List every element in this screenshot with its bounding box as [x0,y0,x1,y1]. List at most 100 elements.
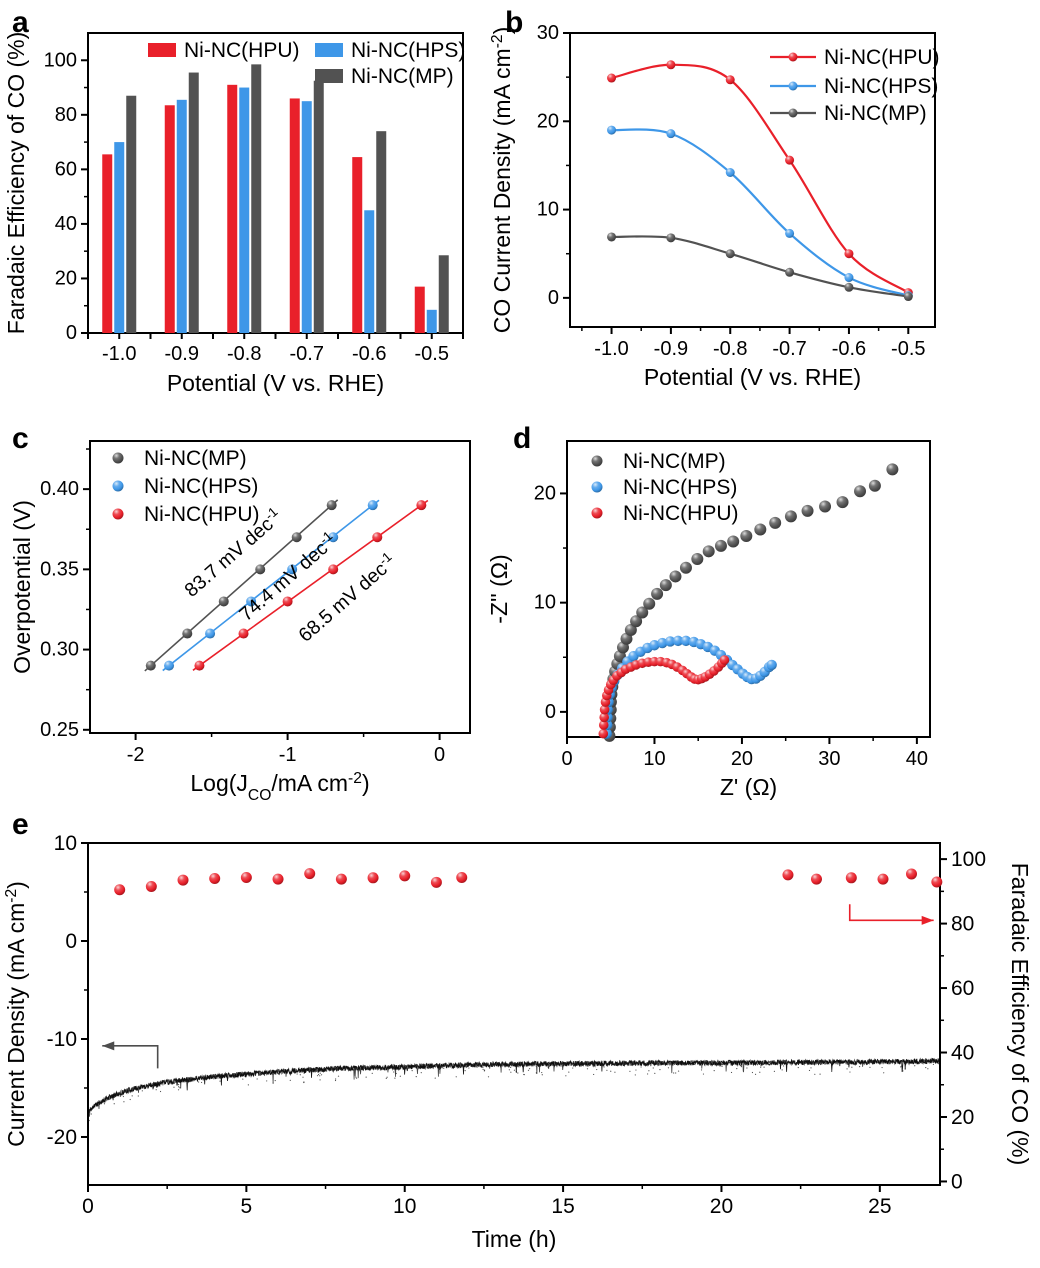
faradaic-efficiency-dots [114,868,943,896]
svg-text:0.40: 0.40 [40,478,79,500]
svg-text:Ni-NC(MP): Ni-NC(MP) [144,447,247,470]
svg-text:5: 5 [241,1195,253,1218]
svg-text:-10: -10 [47,1027,77,1050]
panel-c-axes: -2 -1 0 0.25 0.30 0.35 0.40 Log(JCO/mA cm-2) Ove… [9,440,471,804]
panel-b-letter: b [505,6,524,39]
nyquist-Ni-NC(HPU) [598,655,730,739]
svg-text:-0.6: -0.6 [832,338,866,360]
svg-text:Ni-NC(HPS): Ni-NC(HPS) [824,75,938,98]
panel-b-legend: Ni-NC(HPU) Ni-NC(HPS) Ni-NC(MP) [770,46,939,125]
svg-text:Time (h): Time (h) [472,1226,557,1252]
svg-text:20: 20 [537,110,559,132]
panel-a-letter: a [12,6,29,39]
panel-c: -2 -1 0 0.25 0.30 0.35 0.40 Log(JCO/mA cm-2) Ove… [9,440,471,804]
svg-text:80: 80 [951,912,974,935]
svg-text:15: 15 [551,1195,574,1218]
svg-text:Ni-NC(MP): Ni-NC(MP) [824,102,927,125]
curve-Ni-NC(HPU) [607,60,913,298]
panel-d-legend: Ni-NC(MP) Ni-NC(HPS) Ni-NC(HPU) [591,450,738,525]
svg-text:0: 0 [434,744,445,766]
svg-text:20: 20 [534,482,556,504]
svg-text:30: 30 [818,748,840,770]
svg-text:-1.0: -1.0 [594,338,628,360]
svg-text:60: 60 [951,977,974,1000]
panel-a-legend: Ni-NC(HPU) Ni-NC(HPS) Ni-NC(MP) [148,39,465,88]
svg-text:Log(JCO/mA cm-2): Log(JCO/mA cm-2) [190,770,369,804]
svg-text:Ni-NC(HPS): Ni-NC(HPS) [351,39,465,62]
svg-text:0.30: 0.30 [40,639,79,661]
svg-text:Ni-NC(HPS): Ni-NC(HPS) [623,476,737,499]
svg-text:Ni-NC(MP): Ni-NC(MP) [623,450,726,473]
svg-text:20: 20 [951,1105,974,1128]
svg-text:-0.8: -0.8 [713,338,747,360]
panel-b-series [607,60,913,302]
svg-text:-0.5: -0.5 [415,343,449,365]
svg-text:10: 10 [54,832,77,855]
svg-text:Ni-NC(HPU): Ni-NC(HPU) [824,46,939,69]
current-density-trace [89,1057,939,1122]
svg-text:10: 10 [643,748,665,770]
panel-a-axes: -1.0 -0.9 -0.8 -0.7 -0.6 -0.5 0 20 40 60 80 100 Pote… [3,32,464,396]
svg-text:-0.8: -0.8 [227,343,261,365]
svg-text:40: 40 [951,1041,974,1064]
svg-text:Ni-NC(HPU): Ni-NC(HPU) [623,502,738,525]
svg-text:0: 0 [545,701,556,723]
svg-text:0: 0 [66,322,77,344]
svg-text:-0.7: -0.7 [772,338,806,360]
svg-text:0: 0 [951,1170,963,1193]
svg-text:10: 10 [393,1195,416,1218]
svg-text:-0.6: -0.6 [352,343,386,365]
svg-text:Ni-NC(HPU): Ni-NC(HPU) [144,503,259,526]
svg-text:0: 0 [548,287,559,309]
svg-text:-20: -20 [47,1125,77,1148]
svg-text:0.25: 0.25 [40,719,79,741]
svg-text:CO Current Density (mA cm-2): CO Current Density (mA cm-2) [489,27,516,334]
curve-Ni-NC(HPS) [607,125,913,301]
panel-c-letter: c [12,422,29,455]
curve-Ni-NC(MP) [607,232,913,302]
panel-e-series [89,868,943,1122]
panel-c-series: 83.7 mV dec-174.4 mV dec-168.5 mV dec-1 [144,499,429,672]
svg-text:Faradaic Efficiency of CO (%): Faradaic Efficiency of CO (%) [3,32,29,335]
svg-text:10: 10 [537,199,559,221]
svg-text:-2: -2 [127,744,145,766]
panel-a: -1.0 -0.9 -0.8 -0.7 -0.6 -0.5 0 20 40 60 80 100 Pote… [3,32,465,396]
bars-Ni-NC(HPU) [102,84,425,334]
svg-text:20: 20 [731,748,753,770]
svg-text:-0.9: -0.9 [654,338,688,360]
tafel-Ni-NC(MP) [144,499,339,672]
annotation-arrow [848,904,934,925]
svg-text:Z' (Ω): Z' (Ω) [720,774,777,800]
panel-a-series [102,64,449,334]
panel-c-legend: Ni-NC(MP) Ni-NC(HPS) Ni-NC(HPU) [112,447,259,526]
annotation-arrow [102,1041,159,1069]
svg-text:0: 0 [561,748,572,770]
svg-text:20: 20 [710,1195,733,1218]
svg-text:Current Density (mA cm-2): Current Density (mA cm-2) [3,881,30,1147]
svg-text:Overpotential (V): Overpotential (V) [9,500,35,674]
svg-text:80: 80 [55,104,77,126]
nyquist-Ni-NC(HPS) [601,635,777,739]
tafel-Ni-NC(HPS) [162,499,380,672]
svg-text:-0.7: -0.7 [290,343,324,365]
panel-b-axes: -1.0 -0.9 -0.8 -0.7 -0.6 -0.5 0 10 20 30 Potential… [489,22,936,390]
svg-text:-1: -1 [279,744,297,766]
svg-text:-1.0: -1.0 [102,343,136,365]
svg-text:Ni-NC(HPS): Ni-NC(HPS) [144,475,258,498]
svg-text:Faradaic Efficiency of CO (%): Faradaic Efficiency of CO (%) [1007,863,1033,1166]
svg-text:20: 20 [55,267,77,289]
panel-d-letter: d [513,422,532,455]
panel-b: -1.0 -0.9 -0.8 -0.7 -0.6 -0.5 0 10 20 30 Potential… [489,22,940,390]
svg-text:100: 100 [951,848,986,871]
bars-Ni-NC(HPS) [114,87,437,334]
svg-text:30: 30 [537,22,559,44]
svg-text:0: 0 [65,929,77,952]
svg-text:Ni-NC(HPU): Ni-NC(HPU) [184,39,299,62]
svg-text:40: 40 [906,748,928,770]
svg-text:60: 60 [55,158,77,180]
